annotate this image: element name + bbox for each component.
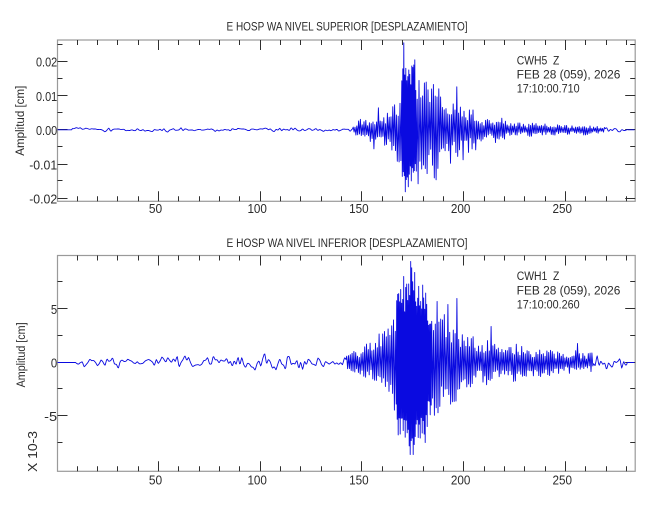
svg-text:CWH1 Z: CWH1 Z: [517, 271, 560, 283]
svg-text:E HOSP WA NIVEL SUPERIOR [DESP: E HOSP WA NIVEL SUPERIOR [DESPLAZAMIENTO…: [227, 22, 468, 34]
svg-text:150: 150: [349, 473, 369, 488]
svg-text:50: 50: [149, 201, 162, 216]
svg-text:-5: -5: [44, 409, 57, 424]
svg-text:200: 200: [451, 201, 471, 216]
svg-text:X 10-3: X 10-3: [25, 431, 40, 472]
svg-text:E HOSP WA NIVEL INFERIOR [DESP: E HOSP WA NIVEL INFERIOR [DESPLAZAMIENTO…: [227, 238, 468, 250]
svg-text:FEB 28 (059), 2026: FEB 28 (059), 2026: [517, 70, 621, 82]
svg-text:150: 150: [349, 201, 369, 216]
svg-text:0.01: 0.01: [36, 89, 57, 104]
svg-text:100: 100: [247, 201, 267, 216]
svg-text:250: 250: [553, 201, 573, 216]
svg-text:-0.02: -0.02: [29, 191, 57, 206]
svg-text:CWH5 Z: CWH5 Z: [517, 56, 560, 68]
svg-text:Amplitud [cm]: Amplitud [cm]: [14, 322, 28, 387]
svg-text:17:10:00.710: 17:10:00.710: [517, 84, 580, 96]
svg-text:100: 100: [247, 473, 267, 488]
svg-text:0.00: 0.00: [36, 123, 57, 138]
svg-text:17:10:00.260: 17:10:00.260: [517, 300, 580, 312]
svg-text:50: 50: [149, 473, 162, 488]
svg-text:0.02: 0.02: [36, 55, 57, 70]
svg-text:200: 200: [451, 473, 471, 488]
svg-text:Amplitud [cm]: Amplitud [cm]: [13, 86, 27, 156]
svg-text:5: 5: [51, 302, 57, 317]
svg-text:250: 250: [553, 473, 573, 488]
svg-text:FEB 28 (059), 2026: FEB 28 (059), 2026: [517, 286, 621, 298]
svg-text:-0.01: -0.01: [29, 157, 57, 172]
svg-text:0: 0: [51, 355, 57, 370]
